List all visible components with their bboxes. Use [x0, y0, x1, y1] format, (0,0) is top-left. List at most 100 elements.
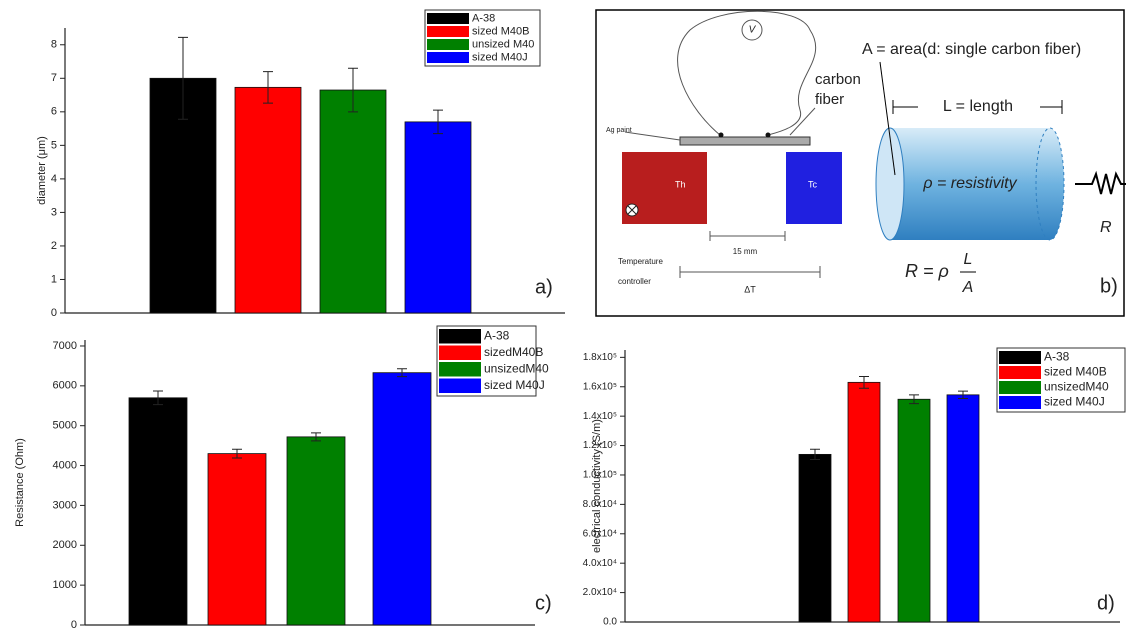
length-label: L = length	[943, 98, 1013, 115]
voltmeter	[741, 19, 763, 41]
legend-label: sized M40J	[472, 51, 528, 63]
panel-label: c)	[535, 592, 552, 614]
area-label: A = area(d: single carbon fiber)	[862, 41, 1081, 58]
y-tick-label: 0.0	[603, 617, 617, 628]
error-bar	[178, 36, 188, 120]
pointer	[624, 131, 681, 141]
y-tick-label: 1000	[53, 579, 77, 591]
panel-label: b)	[1100, 275, 1118, 297]
legend-swatch	[427, 26, 469, 37]
error-bar	[909, 394, 919, 405]
controller-icon	[627, 205, 637, 215]
gap-label: 15 mm	[733, 247, 758, 256]
panel-label: d)	[1097, 592, 1115, 614]
y-tick-label: 8	[51, 39, 57, 51]
y-tick-label: 1.6x10⁵	[583, 381, 617, 392]
cold-label: Tc	[808, 179, 818, 189]
y-tick-label: 4	[51, 173, 57, 185]
cylinder-end	[875, 127, 905, 241]
bar	[286, 436, 346, 626]
error-bar	[232, 448, 242, 459]
y-axis-label: electrical conductivity (S/m)	[591, 419, 603, 553]
legend-swatch	[999, 396, 1041, 409]
fiber-bar	[679, 136, 811, 146]
delta-dim	[679, 266, 821, 278]
formula: A	[962, 279, 974, 296]
y-tick-label: 0	[51, 307, 57, 319]
legend-swatch	[999, 381, 1041, 394]
legend-label: A-38	[472, 12, 495, 24]
contact	[765, 132, 771, 138]
diagram-panel: V carbon fiber Ag paint Th Tc 15 mm Temp…	[595, 9, 1126, 317]
controller-label: controller	[618, 277, 651, 286]
gap-dim	[709, 231, 786, 241]
legend-label: unsizedM40	[484, 361, 549, 375]
error-bar	[958, 390, 968, 400]
legend-label: sized M40J	[484, 378, 545, 392]
ag-paint-label: Ag paint	[606, 127, 632, 134]
formula: L	[964, 251, 973, 268]
legend-swatch	[999, 351, 1041, 364]
resistor-label: R	[1100, 219, 1112, 236]
wire	[677, 10, 817, 136]
pointer	[789, 107, 816, 136]
voltmeter-label: V	[749, 25, 757, 36]
bar	[234, 86, 302, 314]
legend-label: sized M40B	[1044, 365, 1107, 379]
y-tick-label: 3	[51, 206, 57, 218]
error-bar	[397, 368, 407, 378]
legend-swatch	[427, 52, 469, 63]
y-tick-label: 0	[71, 619, 77, 629]
y-axis-label: Resistance (Ohm)	[14, 438, 26, 527]
y-tick-label: 1	[51, 273, 57, 285]
legend-swatch	[999, 366, 1041, 379]
legend-swatch	[427, 13, 469, 24]
error-bar	[810, 448, 820, 461]
bar	[798, 453, 832, 623]
legend-swatch	[439, 345, 481, 360]
y-tick-label: 2	[51, 240, 57, 252]
error-bar	[153, 390, 163, 406]
bar	[404, 121, 472, 314]
y-tick-label: 1.0x10⁵	[583, 470, 617, 481]
legend-swatch	[439, 329, 481, 344]
controller-label: Temperature	[618, 257, 663, 266]
resistivity-label: ρ = resistivity	[922, 175, 1017, 192]
y-tick-label: 2000	[53, 539, 77, 551]
y-axis-label: diameter (μm)	[36, 136, 48, 205]
legend-label: unsizedM40	[1044, 380, 1109, 394]
y-tick-label: 8.0x10⁴	[583, 499, 617, 510]
error-bar	[348, 67, 358, 113]
y-tick-label: 1.8x10⁵	[583, 352, 617, 363]
y-tick-label: 7000	[53, 340, 77, 352]
bar	[897, 398, 931, 623]
bar	[207, 453, 267, 626]
legend-label: A-38	[1044, 350, 1070, 364]
cold-block	[786, 152, 842, 224]
error-bar	[263, 71, 273, 104]
y-tick-label: 5	[51, 139, 57, 151]
legend-label: unsized M40	[472, 38, 534, 50]
formula: R = ρ	[905, 261, 949, 281]
y-tick-label: 3000	[53, 499, 77, 511]
hot-label: Th	[675, 179, 686, 189]
y-tick-label: 1.4x10⁵	[583, 411, 617, 422]
y-tick-label: 6.0x10⁴	[583, 528, 617, 539]
bar	[847, 381, 881, 623]
y-tick-label: 1.2x10⁵	[583, 440, 617, 451]
y-tick-label: 4.0x10⁴	[583, 558, 617, 569]
fiber-label: carbon	[815, 71, 861, 88]
y-tick-label: 4000	[53, 459, 77, 471]
y-tick-label: 2.0x10⁴	[583, 587, 617, 598]
delta-label: ΔT	[744, 284, 756, 294]
length-dim	[892, 100, 1063, 114]
bar	[319, 89, 387, 314]
contact	[718, 132, 724, 138]
legend-label: sizedM40B	[484, 345, 543, 359]
legend-swatch	[427, 39, 469, 50]
error-bar	[311, 432, 321, 442]
bar	[372, 372, 432, 626]
y-tick-label: 6000	[53, 380, 77, 392]
y-tick-label: 6	[51, 106, 57, 118]
